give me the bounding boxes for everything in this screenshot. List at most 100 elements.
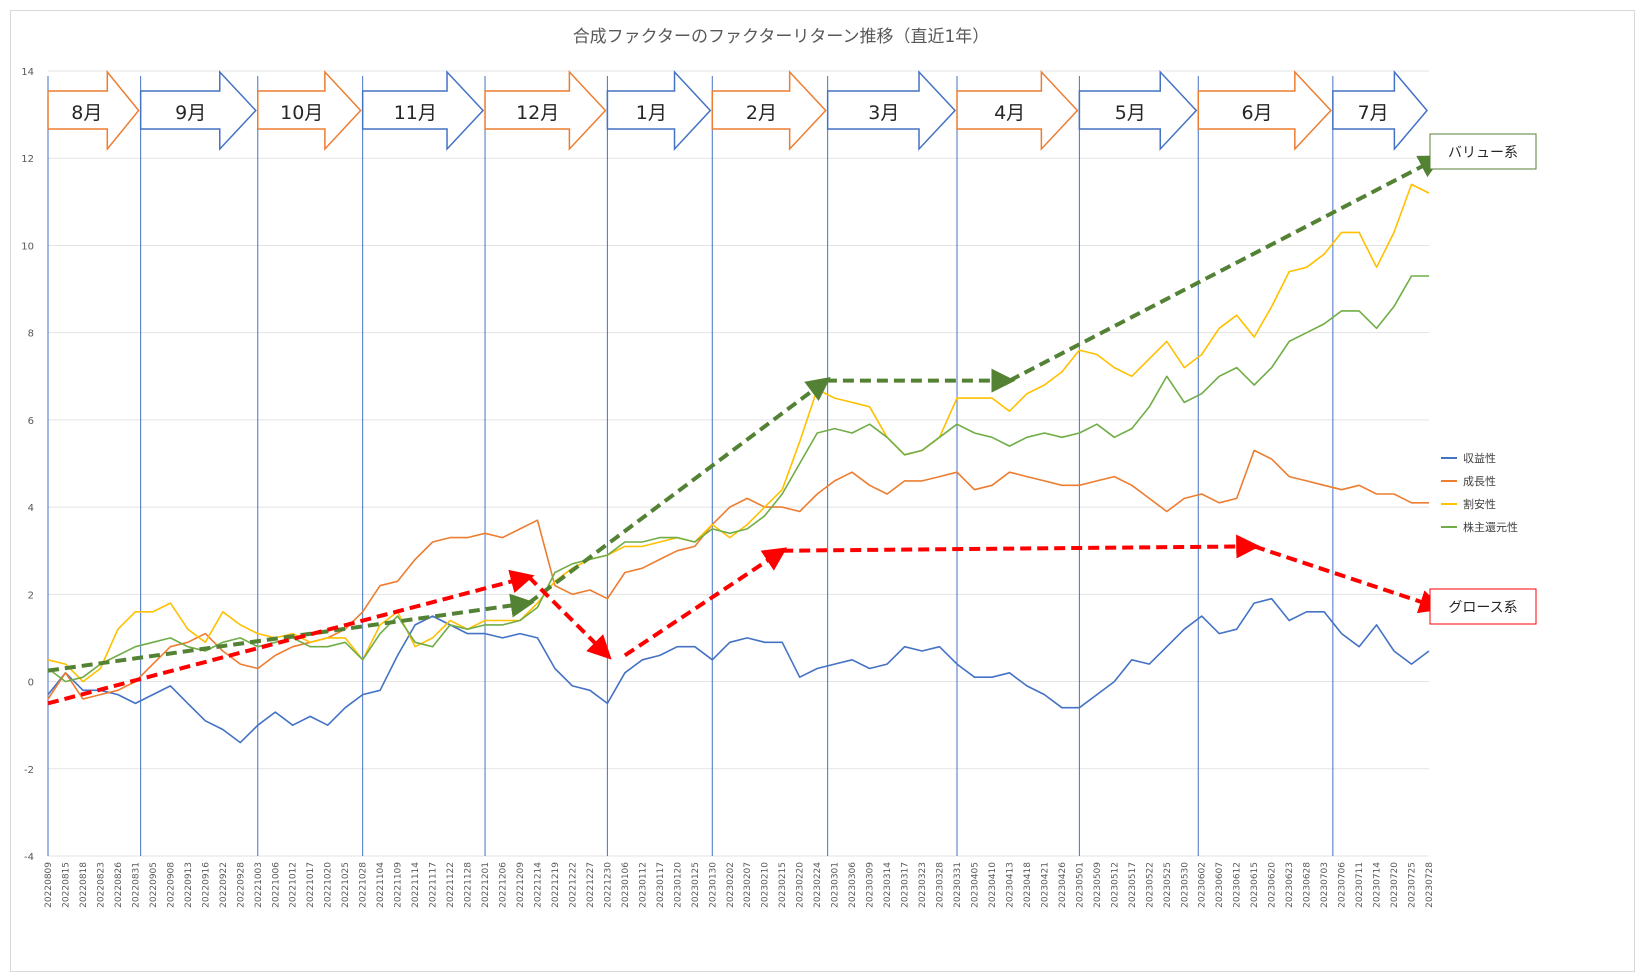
month-arrow [139, 70, 257, 151]
x-tick-label: 20221117 [429, 862, 439, 908]
month-arrow [361, 70, 485, 151]
x-tick-label: 20220922 [219, 862, 229, 908]
x-tick-label: 20230607 [1215, 862, 1225, 908]
x-tick-label: 20230314 [883, 862, 893, 908]
x-tick-label: 20221104 [376, 862, 386, 908]
x-tick-label: 20230501 [1075, 862, 1085, 908]
x-tick-label: 20230125 [691, 862, 701, 908]
x-tick-label: 20220826 [114, 862, 124, 908]
x-tick-label: 20220809 [44, 862, 54, 908]
value-label: バリュー系 [1448, 145, 1518, 161]
x-tick-label: 20221017 [306, 862, 316, 908]
x-tick-label: 20221012 [289, 862, 299, 908]
x-tick-label: 20221227 [586, 862, 596, 908]
x-tick-label: 20230301 [831, 862, 841, 908]
x-tick-label: 20230207 [743, 862, 753, 908]
x-tick-label: 20230328 [936, 862, 946, 908]
legend-label: 収益性 [1463, 451, 1496, 465]
month-label: 7月 [1358, 102, 1389, 124]
month-arrow [711, 70, 827, 151]
x-tick-label: 20230509 [1093, 862, 1103, 908]
x-tick-label: 20220815 [61, 862, 71, 908]
series-line-収益性 [47, 597, 1430, 744]
x-tick-label: 20230530 [1180, 862, 1190, 908]
month-label: 6月 [1241, 102, 1272, 124]
series-line-割安性 [47, 183, 1430, 683]
month-label: 3月 [868, 102, 899, 124]
month-arrow [47, 69, 140, 152]
y-tick-label: 6 [28, 416, 34, 427]
x-tick-label: 20230331 [953, 862, 963, 908]
x-tick-label: 20230202 [726, 862, 736, 908]
x-tick-label: 20221222 [568, 862, 578, 908]
month-label: 2月 [746, 102, 777, 124]
factor-return-chart: 合成ファクターのファクターリターン推移（直近1年） -4 -2 0 2 4 6 8 10 12 1… [21, 27, 1537, 908]
growth-trend-arrow [527, 575, 612, 660]
x-tick-label: 20230323 [918, 862, 928, 908]
month-arrow [826, 70, 957, 151]
x-tick-label: 20220916 [201, 862, 211, 908]
x-tick-label: 20230418 [1023, 862, 1033, 908]
x-tick-label: 20230522 [1145, 862, 1155, 908]
x-tick-label: 20230620 [1268, 862, 1278, 908]
x-tick-label: 20230317 [901, 862, 911, 908]
y-tick-label: 14 [21, 67, 34, 78]
x-tick-label: 20221020 [324, 862, 334, 908]
x-tick-label: 20220905 [149, 862, 159, 908]
x-tick-label: 20230117 [656, 862, 666, 908]
month-arrow [1332, 69, 1428, 152]
x-tick-label: 20230525 [1163, 862, 1173, 908]
x-tick-label: 20220831 [131, 862, 141, 908]
x-tick-label: 20230706 [1338, 862, 1348, 908]
x-tick-label: 20221219 [551, 862, 561, 908]
growth-trend-arrow [1253, 544, 1444, 614]
x-tick-label: 20221028 [359, 862, 369, 908]
x-tick-label: 20221230 [603, 862, 613, 908]
x-tick-label: 20230720 [1390, 862, 1400, 908]
x-tick-label: 20230120 [673, 862, 683, 908]
y-tick-label: 10 [21, 241, 34, 252]
y-axis: -4 -2 0 2 4 6 8 10 12 14 [21, 67, 34, 863]
y-tick-label: -2 [24, 765, 34, 776]
x-tick-label: 20230405 [970, 862, 980, 908]
month-label: 4月 [994, 102, 1025, 124]
x-tick-label: 20230426 [1058, 862, 1068, 908]
x-tick-label: 20230210 [761, 862, 771, 908]
x-tick-label: 20230413 [1005, 862, 1015, 908]
y-tick-label: -4 [24, 852, 34, 863]
value-trend-arrow [47, 593, 535, 673]
month-arrows: 8月 9月 10月 11月 12月 1月 2月 3月 4月 5月 6月 7月 [47, 69, 1428, 152]
x-tick-label: 20221003 [254, 862, 264, 908]
month-arrow [1078, 70, 1198, 151]
x-tick-label: 20221128 [464, 862, 474, 908]
month-arrow [257, 70, 362, 151]
x-tick-label: 20220928 [236, 862, 246, 908]
x-tick-label: 20230220 [796, 862, 806, 908]
x-tick-label: 20230602 [1198, 862, 1208, 908]
trend-arrows [47, 155, 1444, 706]
x-tick-label: 20230224 [813, 862, 823, 908]
month-label: 5月 [1115, 102, 1146, 124]
x-tick-label: 20230112 [638, 862, 648, 908]
x-tick-label: 20221122 [446, 862, 456, 908]
x-axis: 20220809 20220815 20220818 20220823 20220826… [44, 862, 1435, 908]
x-tick-label: 20230612 [1233, 862, 1243, 908]
x-tick-label: 20230615 [1250, 862, 1260, 908]
gridlines [48, 70, 1429, 857]
month-label: 8月 [71, 102, 102, 124]
month-label: 12月 [516, 102, 559, 124]
legend-label: 株主還元性 [1463, 520, 1518, 534]
growth-trend-arrow [47, 569, 535, 706]
x-tick-label: 20221209 [516, 862, 526, 908]
x-tick-label: 20220908 [166, 862, 176, 908]
y-tick-label: 0 [28, 678, 34, 689]
month-label: 9月 [175, 102, 206, 124]
series-line-成長性 [47, 449, 1429, 700]
x-tick-label: 20230711 [1355, 862, 1365, 908]
month-label: 11月 [394, 102, 437, 124]
value-trend-arrow [1008, 155, 1444, 383]
chart-title: 合成ファクターのファクターリターン推移（直近1年） [573, 27, 990, 47]
value-label-box [1429, 133, 1537, 170]
